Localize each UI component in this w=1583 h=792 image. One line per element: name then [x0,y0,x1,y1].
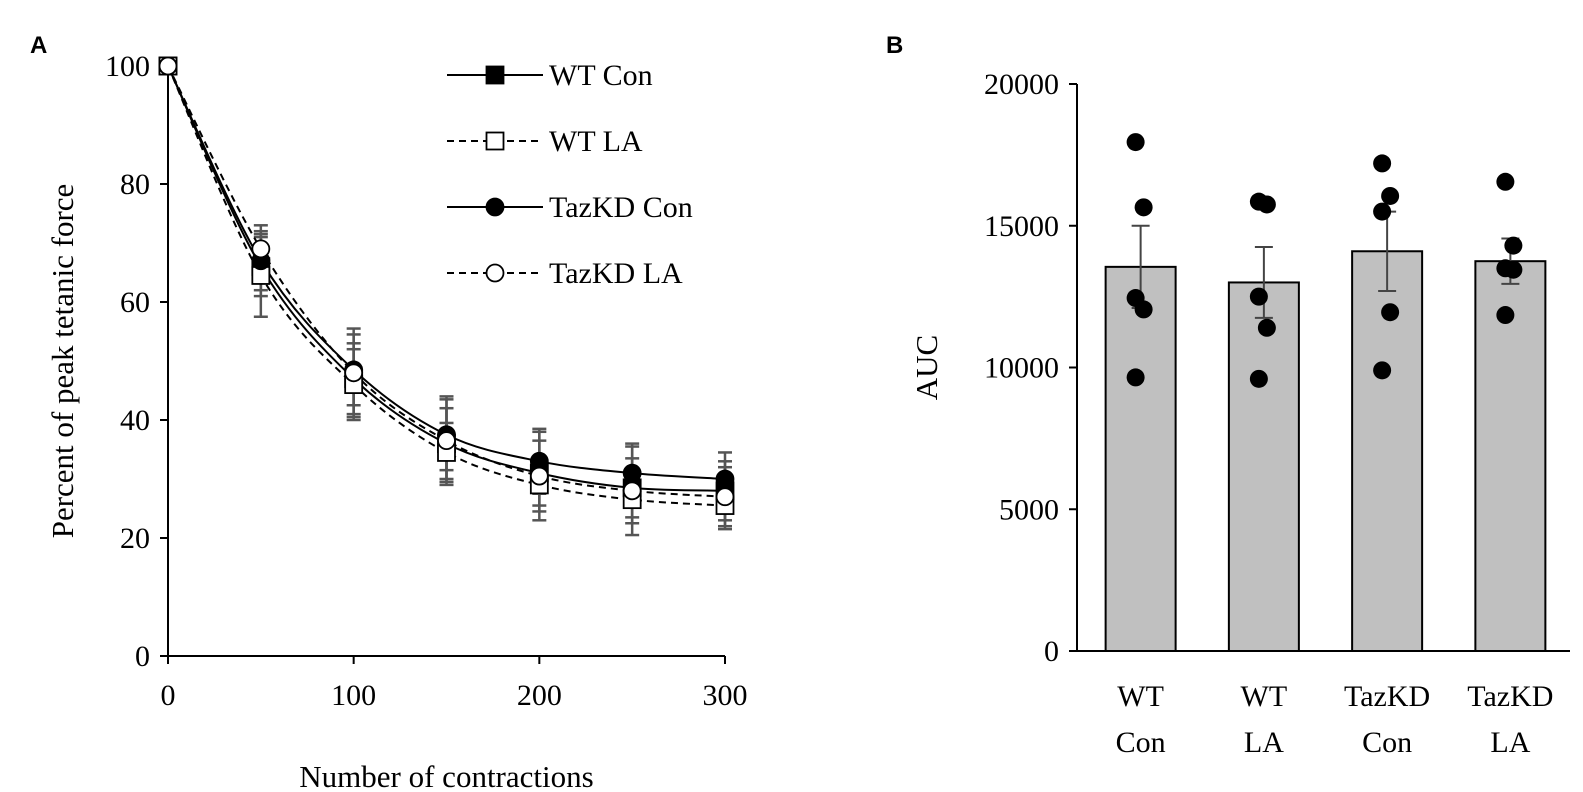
y-tick-label: 20000 [984,68,1059,101]
legend-marker [485,263,505,283]
x-category-label-line1: TazKD [1467,680,1553,713]
data-point [1249,287,1268,306]
data-point [1257,195,1276,214]
legend-marker [485,65,505,85]
x-category-label-line1: TazKD [1344,680,1430,713]
x-category-label-line2: Con [1362,726,1412,759]
y-tick-label: 100 [105,50,150,83]
data-point [1249,369,1268,388]
data-point [1257,318,1276,337]
data-point [251,239,271,259]
legend-marker [485,131,505,151]
bar-chart-auc: 0 5000 10000 15000 20000 AUC WT Con WT LA TazKD Con… [909,68,1570,759]
series-markers-3 [158,56,735,507]
data-point [1381,186,1400,205]
x-tick-label: 200 [517,679,562,712]
x-axis-title: Number of contractions [299,759,593,792]
line-chart-fatigue: 0 20 40 60 80 100 0 100 200 300 Number of contract… [45,50,748,792]
data-point [529,466,549,486]
legend-marker [485,197,505,217]
data-point [1373,202,1392,221]
y-tick-label: 0 [1044,635,1059,668]
data-point [1134,198,1153,217]
data-point [715,469,735,489]
legend-label: TazKD LA [549,257,683,290]
data-point [344,363,364,383]
x-category-label-line1: WT [1241,680,1288,713]
data-point [1504,260,1523,279]
y-tick-label: 40 [120,404,150,437]
x-tick-label: 300 [703,679,748,712]
x-tick-label: 0 [161,679,176,712]
legend-label: TazKD Con [549,191,693,224]
data-point [715,487,735,507]
x-category-label-line2: LA [1490,726,1530,759]
x-category-label-line1: WT [1117,680,1164,713]
data-point [158,56,178,76]
y-tick-label: 80 [120,168,150,201]
x-category-label-line2: LA [1244,726,1284,759]
bar [1104,265,1177,652]
data-point [1504,236,1523,255]
y-tick-label: 5000 [999,493,1059,526]
data-point [1126,133,1145,152]
y-tick-label: 15000 [984,210,1059,243]
data-point [1126,368,1145,387]
data-point [1496,172,1515,191]
y-tick-label: 0 [135,640,150,673]
data-point [622,481,642,501]
panel-label-a: A [30,32,47,59]
bar [1227,281,1300,652]
y-tick-label: 10000 [984,352,1059,385]
y-axis-title: AUC [909,335,944,400]
legend-label: WT LA [549,125,643,158]
data-point [1373,154,1392,173]
y-tick-label: 20 [120,522,150,555]
y-axis-title: Percent of peak tetanic force [45,184,80,539]
x-category-label-line2: Con [1116,726,1166,759]
legend: WT Con WT LA TazKD Con TazKD LA [447,59,693,290]
data-point [1381,303,1400,322]
legend-label: WT Con [549,59,653,92]
data-point [1496,306,1515,325]
data-point [1373,361,1392,380]
panel-label-b: B [886,32,903,59]
y-tick-label: 60 [120,286,150,319]
data-point [437,431,456,451]
data-point [622,463,642,483]
data-point [1134,300,1153,319]
x-tick-label: 100 [331,679,376,712]
